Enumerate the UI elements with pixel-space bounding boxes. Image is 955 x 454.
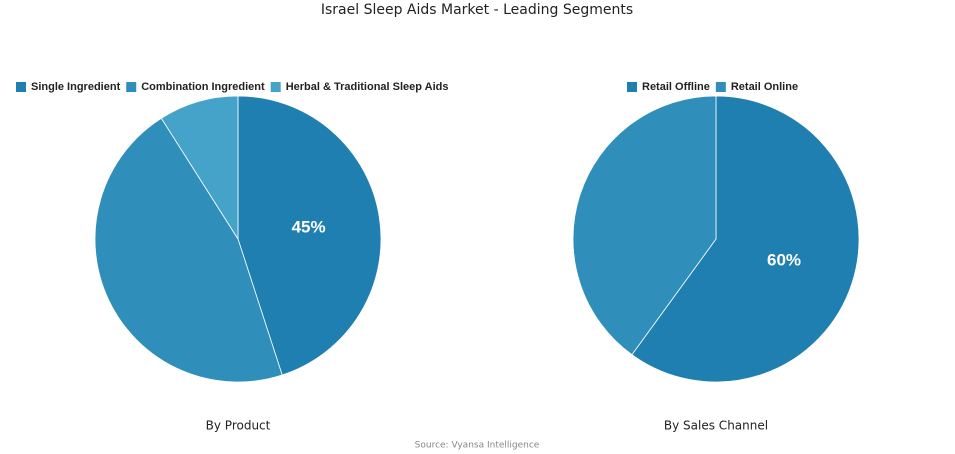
chart-subtitle: By Product <box>206 419 271 433</box>
data-label: 45% <box>292 217 326 236</box>
pie-slice <box>160 95 239 241</box>
legend-swatch <box>627 82 637 92</box>
legend-swatch <box>270 82 281 92</box>
chart-subtitle: By Sales Channel <box>664 419 768 433</box>
page-title: Israel Sleep Aids Market - Leading Segme… <box>321 2 633 18</box>
legend-label: Retail Offline <box>642 81 710 93</box>
pie-slice <box>237 95 382 376</box>
legend-label: Retail Online <box>731 81 798 93</box>
data-label: 60% <box>767 251 801 270</box>
legend-label: Single Ingredient <box>31 81 121 93</box>
legend-swatch <box>715 82 726 92</box>
legend-swatch <box>126 82 137 92</box>
legend-label: Herbal & Traditional Sleep Aids <box>286 81 449 93</box>
pie-slice <box>631 95 860 383</box>
pie-slice <box>94 117 283 383</box>
legend-swatch <box>16 82 26 92</box>
legend-label: Combination Ingredient <box>141 81 265 93</box>
source: Source: Vyansa Intelligence <box>415 441 540 451</box>
pie-slice <box>572 95 717 356</box>
